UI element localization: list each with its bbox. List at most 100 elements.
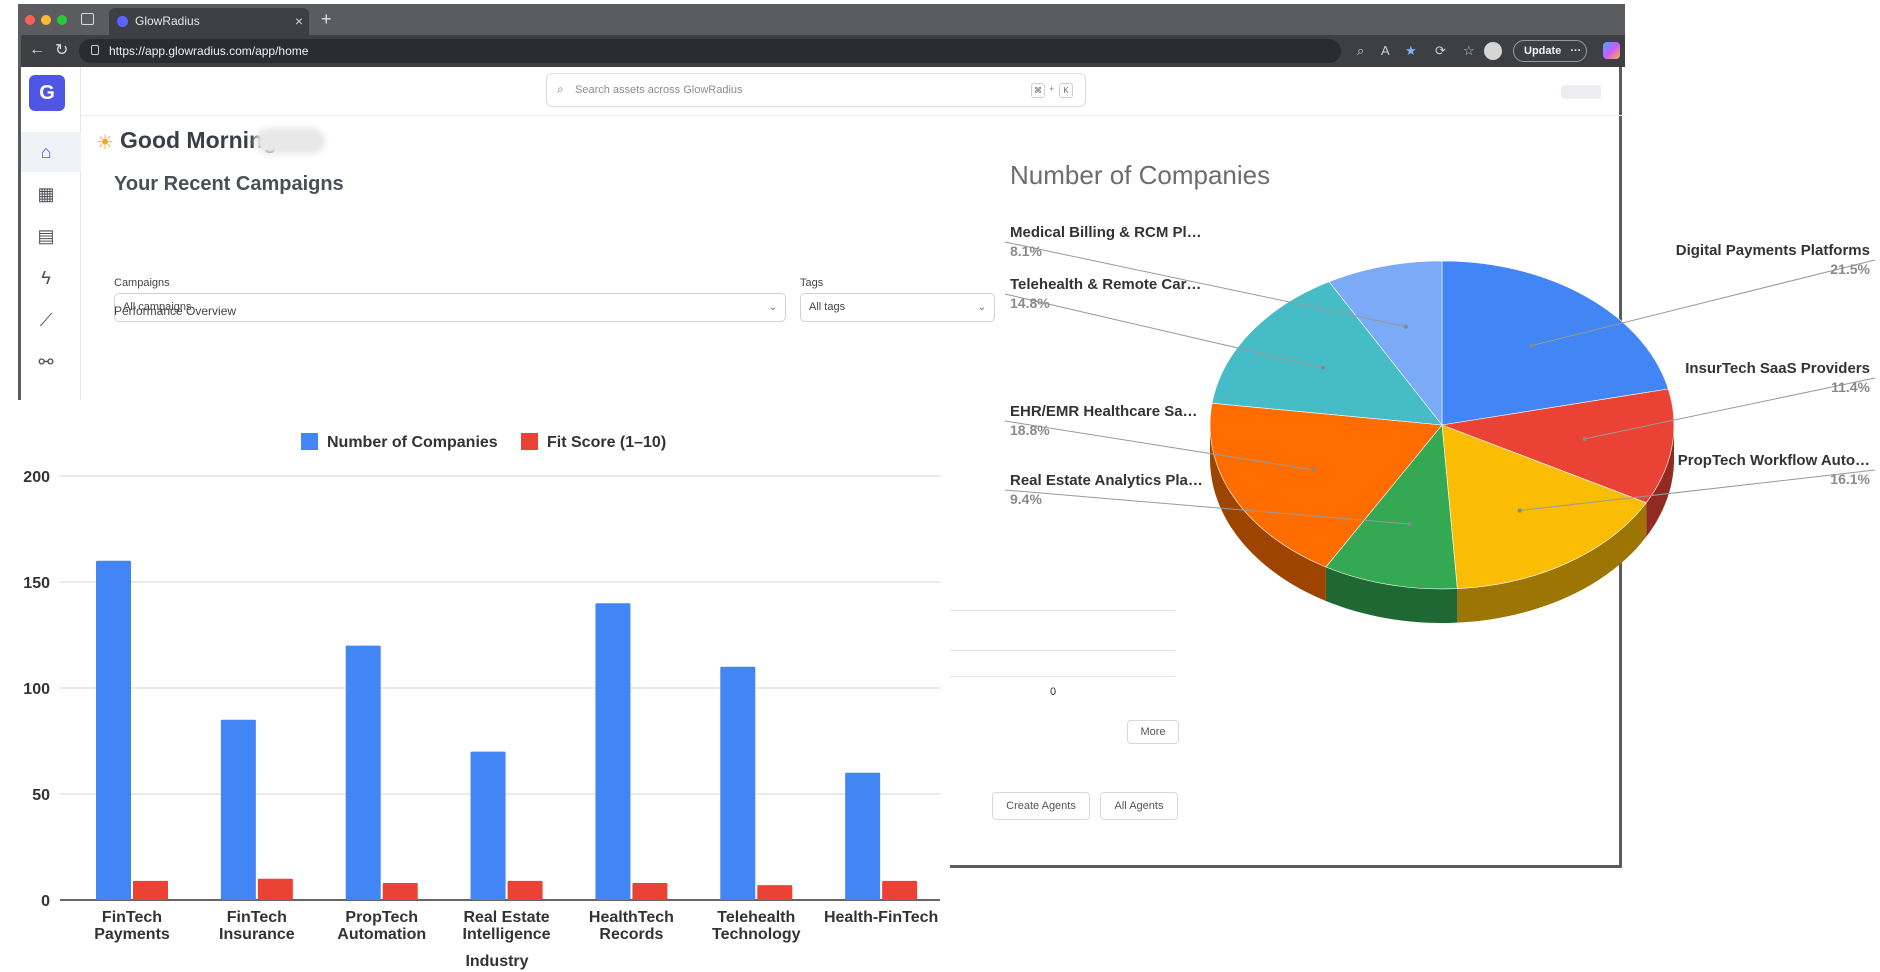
more-label: More — [1140, 726, 1166, 738]
bar-companies — [595, 603, 631, 900]
x-category-label: PropTech — [345, 909, 418, 926]
bar-companies — [220, 719, 256, 900]
pie-slice — [1328, 260, 1443, 426]
sun-icon: ☀ — [96, 132, 114, 154]
maximize-window-button[interactable] — [57, 15, 67, 25]
pie-chart-panel: Digital Payments Platforms 21.5% InsurTech… — [995, 140, 1880, 660]
tags-select[interactable]: All tags ⌄ — [800, 293, 995, 322]
create-agents-label: Create Agents — [1006, 800, 1076, 812]
update-button[interactable]: Update ··· — [1513, 40, 1587, 62]
x-category-label: Technology — [712, 926, 801, 943]
shortcut-cmd-key: ⌘ — [1031, 83, 1045, 98]
search-icon: ⌕ — [557, 82, 564, 96]
bar-companies — [345, 645, 381, 900]
browser-tab[interactable]: GlowRadius × — [109, 8, 309, 35]
search-input[interactable]: ⌕ Search assets across GlowRadius ⌘ + K — [546, 73, 1086, 107]
read-aloud-icon[interactable]: A — [1381, 43, 1390, 58]
pie-leader-dot — [1529, 343, 1534, 348]
all-agents-button[interactable]: All Agents — [1100, 792, 1178, 820]
legend-label: Number of Companies — [327, 434, 498, 451]
pie-leader-line — [1004, 241, 1406, 328]
y-tick-label: 0 — [41, 893, 50, 910]
zoom-icon[interactable]: ⌕ — [1357, 43, 1365, 58]
bar-fit-score — [882, 880, 918, 900]
back-arrow-icon[interactable]: ← — [29, 41, 45, 58]
more-menu-icon[interactable]: ··· — [1570, 45, 1582, 57]
sidebar-active-highlight — [21, 132, 81, 172]
bar-fit-score — [382, 883, 418, 900]
new-tab-icon[interactable]: + — [321, 9, 332, 29]
pie-slice-percent: 11.4% — [1831, 379, 1870, 395]
pie-slice-percent: 16.1% — [1830, 471, 1870, 487]
blurred-user-name — [255, 128, 325, 154]
glowradius-logo-icon[interactable]: G — [29, 75, 65, 111]
pie-leader-line — [1004, 489, 1410, 525]
pie-slice-side — [1325, 567, 1458, 623]
close-tab-icon[interactable]: × — [294, 13, 303, 29]
pie-slice — [1211, 281, 1443, 426]
url-field[interactable]: https://app.glowradius.com/app/home — [79, 39, 1341, 63]
pie-leader-dot — [1407, 522, 1412, 527]
copilot-icon[interactable] — [1603, 42, 1620, 59]
bar-chart-panel: Number of Companies Fit Score (1–10) 0 50 10… — [0, 400, 950, 972]
pie-leader-dot — [1517, 508, 1522, 513]
integration-icon[interactable]: ⚯ — [38, 352, 54, 372]
pie-slice-percent: 9.4% — [1010, 491, 1042, 507]
x-category-label: FinTech — [227, 909, 287, 926]
pie-chart-title: Number of Companies — [1010, 160, 1271, 190]
recent-campaigns-heading: Your Recent Campaigns — [114, 173, 344, 195]
tags-value: All tags — [809, 301, 846, 313]
table-divider — [950, 650, 1175, 651]
minimize-window-button[interactable] — [41, 15, 51, 25]
reload-icon[interactable]: ↻ — [55, 42, 69, 59]
bolt-icon[interactable]: ϟ — [41, 268, 51, 288]
bar-chart: Number of Companies Fit Score (1–10) 0 50 10… — [23, 433, 940, 970]
x-category-label: Payments — [94, 926, 170, 943]
campaigns-value: All campaigns — [123, 301, 192, 313]
x-category-label: HealthTech — [589, 909, 674, 926]
bar-companies — [470, 751, 506, 900]
pie-slice-percent: 21.5% — [1830, 261, 1870, 277]
create-agents-button[interactable]: Create Agents — [992, 792, 1090, 820]
pie-leader-dot — [1310, 467, 1315, 472]
y-tick-label: 200 — [23, 469, 50, 486]
table-divider — [950, 610, 1175, 611]
campaigns-select[interactable]: All campaigns ⌄ — [114, 293, 786, 322]
pie-slice — [1441, 260, 1669, 426]
close-window-button[interactable] — [25, 15, 35, 25]
view-toggle-button[interactable] — [1561, 85, 1601, 99]
tab-bar: GlowRadius × + — [21, 4, 1625, 35]
home-icon[interactable]: ⌂ — [40, 142, 52, 162]
legend-label: Fit Score (1–10) — [547, 434, 666, 451]
extensions-icon[interactable]: ⟳ — [1435, 43, 1446, 58]
performance-overview-label: Performance Overview — [114, 304, 237, 318]
bar-companies — [845, 772, 881, 900]
trend-icon[interactable]: ⟋ — [39, 310, 53, 330]
x-category-label: FinTech — [102, 909, 162, 926]
table-icon[interactable]: ▦ — [37, 184, 55, 204]
tab-title: GlowRadius — [135, 14, 200, 28]
profile-avatar[interactable] — [1484, 42, 1502, 60]
pie-leader-line — [1531, 259, 1876, 347]
legend-swatch — [521, 433, 538, 450]
pie-slice-side — [1210, 425, 1326, 601]
bar-fit-score — [133, 880, 168, 900]
y-tick-label: 100 — [23, 681, 50, 698]
tags-label: Tags — [800, 277, 824, 289]
pie-leader-dot — [1403, 324, 1408, 329]
pie-slice-label: EHR/EMR Healthcare Sa… — [1010, 403, 1198, 420]
all-agents-label: All Agents — [1114, 800, 1164, 812]
x-category-label: Real Estate — [463, 909, 549, 926]
x-category-label: Insurance — [219, 926, 295, 943]
x-category-label: Telehealth — [717, 909, 795, 926]
more-button[interactable]: More — [1127, 720, 1179, 744]
x-category-label: Intelligence — [463, 926, 551, 943]
bar-fit-score — [632, 883, 668, 900]
favorite-star-icon[interactable]: ★ — [1405, 43, 1417, 58]
favorites-list-icon[interactable]: ☆ — [1463, 43, 1475, 58]
pie-slice-label: InsurTech SaaS Providers — [1685, 360, 1870, 377]
tab-actions-icon[interactable] — [81, 13, 94, 25]
pie-leader-dot — [1582, 436, 1587, 441]
document-icon[interactable]: ▤ — [37, 226, 55, 246]
